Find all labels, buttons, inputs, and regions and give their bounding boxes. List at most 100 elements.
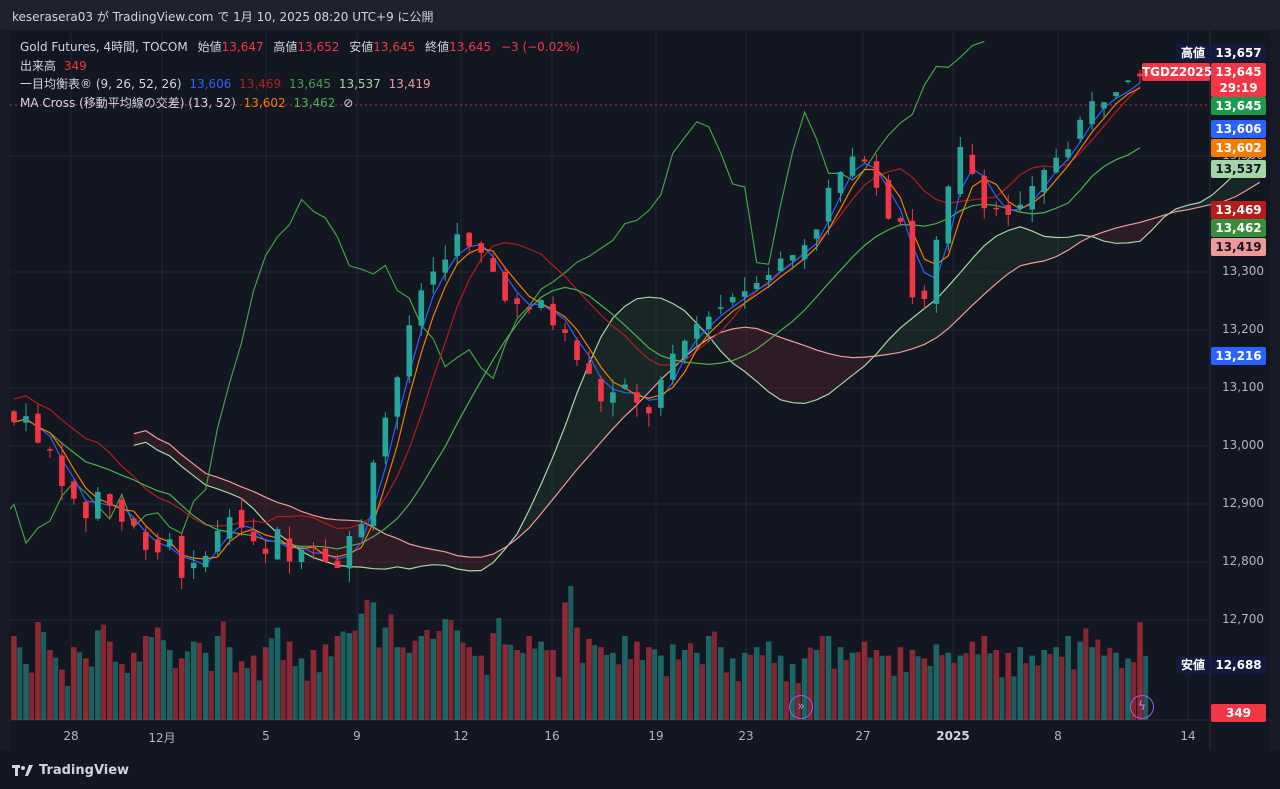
- volume-bar-b-55: [676, 659, 682, 720]
- volume-bar-94: [1137, 622, 1143, 720]
- volume-bar-56: [682, 650, 688, 720]
- cloud-seg-84: [1140, 218, 1152, 242]
- time-label-0: 28: [63, 729, 79, 743]
- time-label-7: 23: [738, 729, 754, 743]
- candle-87: [1053, 157, 1059, 173]
- time-label-1: 12月: [148, 731, 176, 745]
- price-label-7: 12,700: [1222, 612, 1264, 626]
- candle-36: [442, 259, 449, 273]
- candle-86: [1041, 170, 1047, 193]
- lightning-icon[interactable]: ϟ: [1130, 695, 1154, 719]
- candle-55: [670, 353, 676, 380]
- chikou-value: 13,645: [289, 77, 331, 91]
- volume-bar-b-36: [448, 620, 454, 720]
- volume-bar-b-38: [472, 655, 478, 720]
- price-label-5: 12,900: [1222, 496, 1264, 510]
- tradingview-brand[interactable]: TradingView: [12, 763, 129, 778]
- cloud-seg-12: [277, 502, 290, 543]
- volume-bar-b-51: [628, 658, 634, 720]
- volume-bar-b-7: [101, 624, 107, 720]
- volume-bar-51: [622, 636, 628, 720]
- volume-bar-41: [502, 644, 508, 720]
- volume-bar-b-57: [699, 664, 705, 720]
- volume-bar-9: [119, 664, 125, 720]
- candle-73: [885, 179, 892, 219]
- volume-bar-b-10: [136, 661, 142, 720]
- close-label: 終値: [425, 40, 450, 54]
- volume-bar-b-61: [747, 654, 753, 720]
- cloud-seg-55: [792, 341, 805, 404]
- volume-bar-12: [154, 627, 161, 720]
- volume-bar-58: [705, 636, 712, 720]
- hidden-icon[interactable]: ⊘: [343, 95, 354, 110]
- candle-10: [130, 518, 137, 526]
- volume-bar-b-17: [220, 621, 226, 720]
- span-a-value: 13,537: [338, 77, 381, 91]
- candle-54: [658, 379, 664, 408]
- price-tag-6: 13,537: [1211, 160, 1266, 178]
- volume-bar-b-2: [41, 631, 47, 720]
- cloud-seg-21: [385, 534, 398, 570]
- cloud-seg-76: [1044, 236, 1057, 261]
- volume-bar-b-35: [436, 630, 442, 720]
- cloud-seg-26: [445, 551, 458, 570]
- volume-bar-89: [1077, 641, 1083, 720]
- volume-bar-30: [370, 602, 377, 720]
- cloud-seg-75: [1032, 231, 1045, 263]
- volume-bar-37: [454, 630, 461, 720]
- volume-bar-17: [214, 636, 221, 720]
- volume-bar-b-68: [831, 668, 837, 720]
- volume-bar-b-91: [1107, 647, 1113, 720]
- price-label-6: 12,800: [1222, 554, 1264, 568]
- cloud-seg-80: [1092, 231, 1105, 242]
- fast-forward-icon[interactable]: »: [789, 695, 813, 719]
- footer: [0, 750, 1280, 789]
- legend-ichimoku-row[interactable]: 一目均衡表® (9, 26, 52, 26) 13,606 13,469 13,…: [20, 75, 580, 94]
- candle-83: [1005, 204, 1012, 215]
- price-chart[interactable]: [10, 30, 1270, 750]
- time-label-3: 9: [353, 729, 361, 743]
- volume-bar-69: [837, 647, 844, 720]
- volume-bar-b-56: [687, 643, 693, 720]
- candle-65: [789, 255, 796, 261]
- ichimoku-label: 一目均衡表® (9, 26, 52, 26): [20, 77, 182, 91]
- volume-bar-b-22: [280, 660, 286, 720]
- legend-volume-row[interactable]: 出来高 349: [20, 57, 580, 76]
- chart-legend: Gold Futures, 4時間, TOCOM 始値13,647 高値13,6…: [20, 38, 580, 112]
- legend-ma-row[interactable]: MA Cross (移動平均線の交差) (13, 52) 13,602 13,4…: [20, 94, 580, 113]
- volume-bar-b-77: [939, 655, 945, 720]
- cloud-seg-78: [1068, 234, 1081, 251]
- candle-47: [574, 340, 580, 361]
- volume-bar-b-29: [364, 599, 370, 720]
- volume-bar-b-5: [77, 652, 83, 720]
- candle-6: [83, 502, 89, 519]
- chart-area[interactable]: [10, 30, 1270, 750]
- candle-51: [622, 384, 628, 389]
- volume-bar-b-46: [568, 585, 574, 720]
- cloud-seg-3: [169, 444, 182, 467]
- volume-bar-52: [634, 641, 640, 720]
- cloud-seg-72: [996, 230, 1009, 284]
- cloud-seg-53: [768, 332, 781, 400]
- volume-bar-39: [478, 655, 484, 720]
- candle-52: [634, 392, 640, 403]
- legend-main-row[interactable]: Gold Futures, 4時間, TOCOM 始値13,647 高値13,6…: [20, 38, 580, 57]
- volume-bar-44: [538, 641, 544, 720]
- cloud-seg-15: [313, 515, 326, 562]
- volume-bar-b-74: [903, 671, 909, 720]
- cloud-seg-20: [373, 527, 386, 570]
- cloud-seg-6: [205, 473, 218, 489]
- cloud-seg-5: [193, 464, 206, 486]
- cloud-seg-56: [804, 345, 817, 404]
- cloud-seg-42: [636, 297, 649, 405]
- candle-75: [909, 220, 916, 298]
- volume-bar-b-12: [160, 640, 166, 720]
- volume-bar-b-76: [927, 665, 933, 720]
- cloud-seg-74: [1020, 226, 1033, 266]
- cloud-seg-82: [1116, 225, 1129, 244]
- volume-bar-b-49: [604, 654, 610, 720]
- candle-50: [610, 392, 616, 403]
- volume-bar-85: [1029, 655, 1035, 720]
- volume-bar-21: [262, 647, 269, 720]
- cloud-seg-22: [397, 538, 410, 570]
